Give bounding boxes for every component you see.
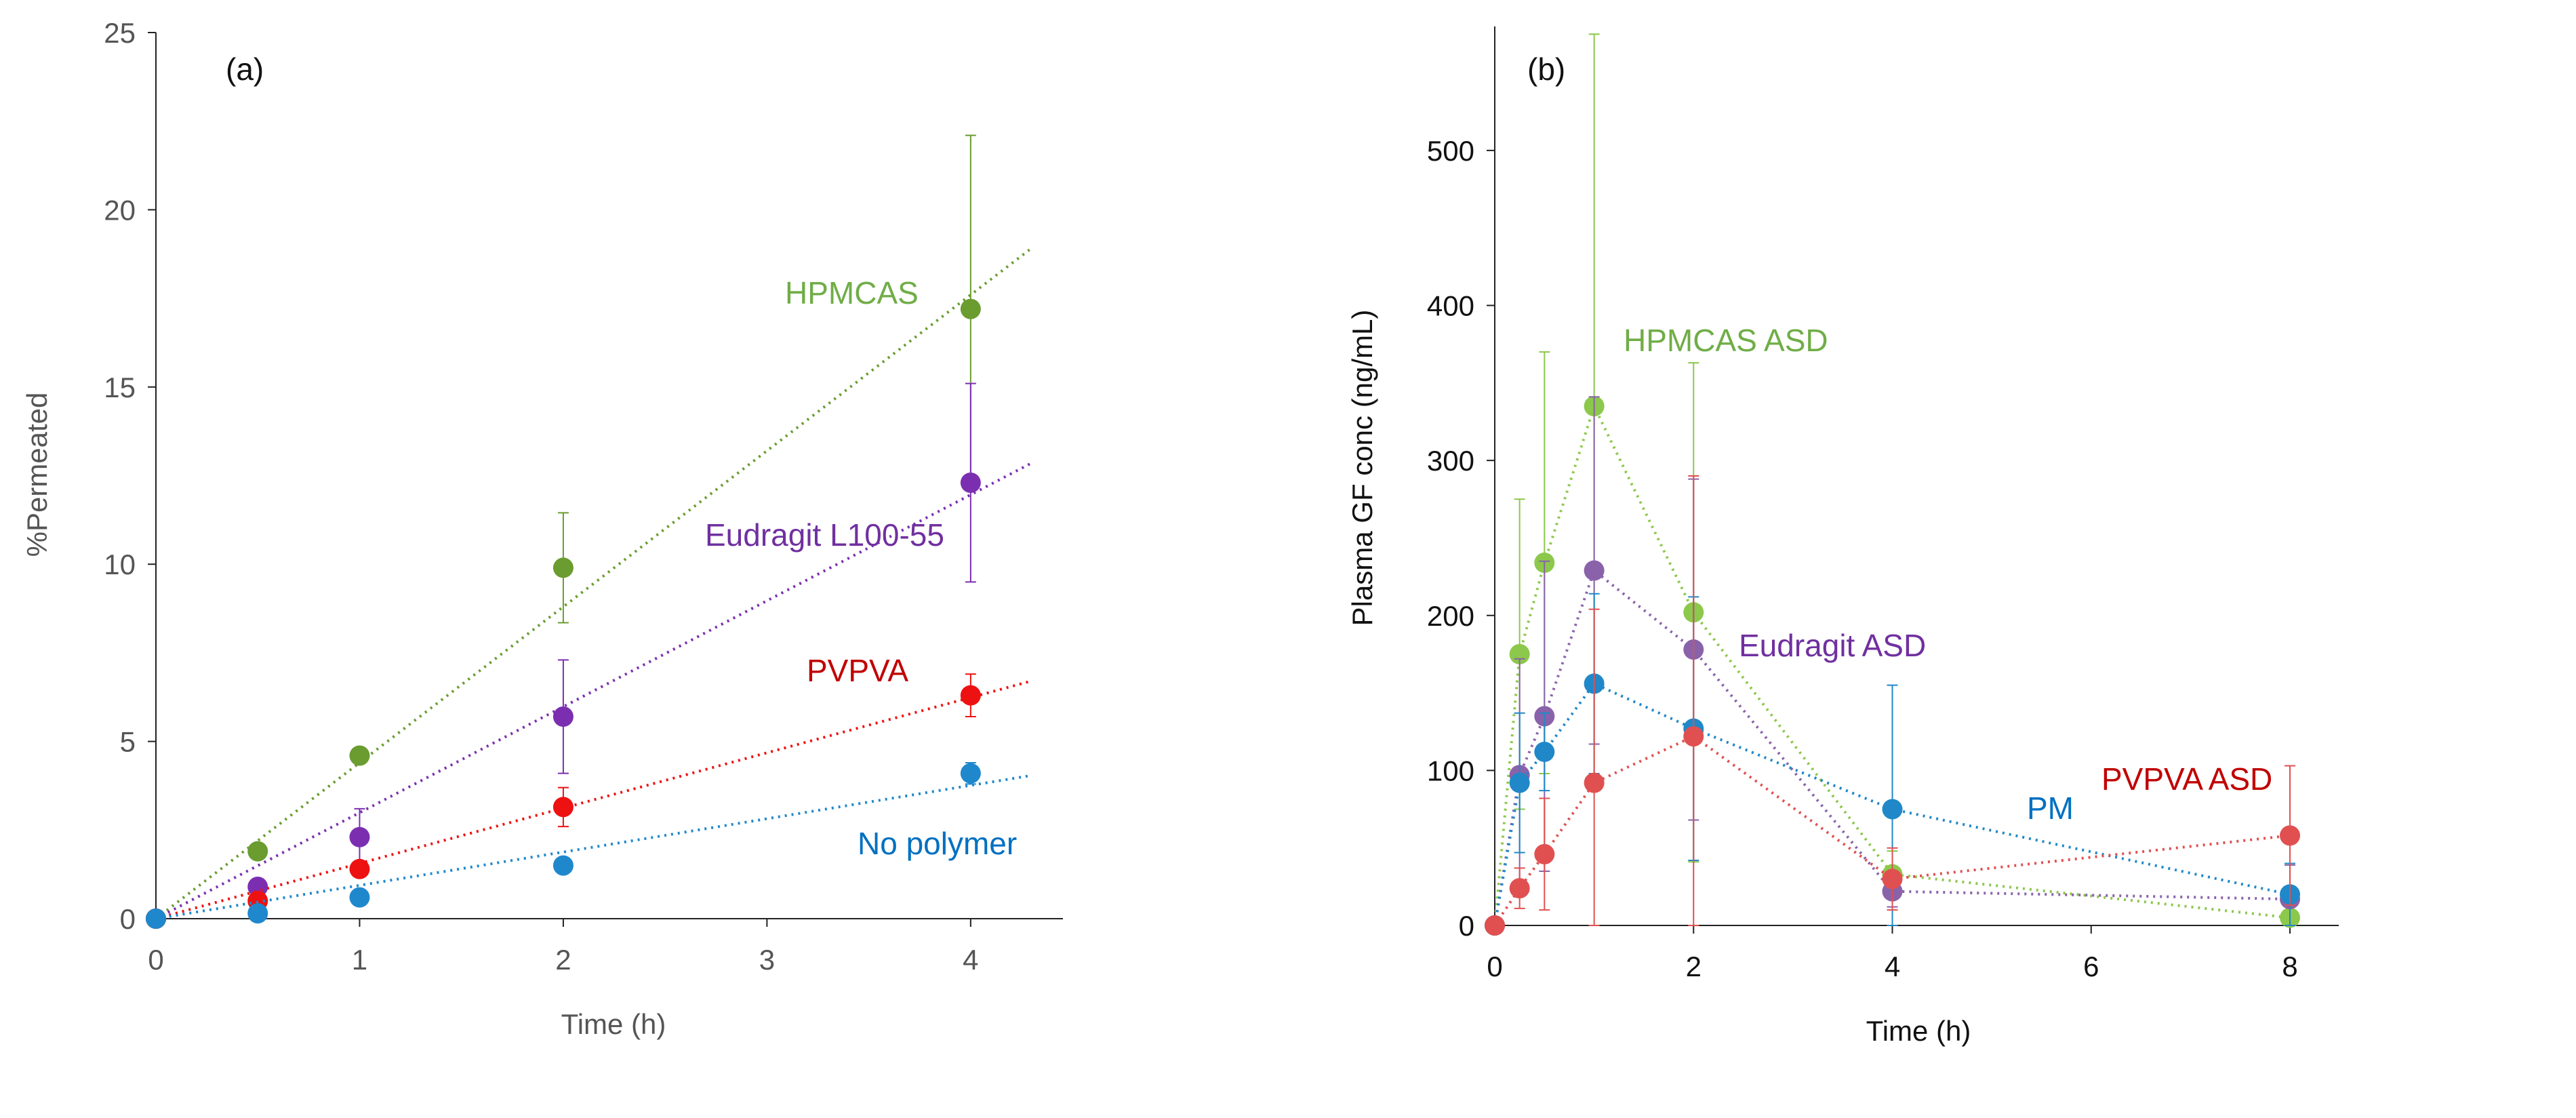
y-tick-label: 400	[1427, 290, 1474, 322]
data-point	[1882, 799, 1903, 820]
x-tick-label: 2	[555, 944, 571, 976]
y-tick-label: 15	[104, 372, 136, 403]
trendline	[155, 679, 1032, 920]
y-tick-label: 10	[104, 548, 136, 580]
data-point	[349, 858, 370, 879]
x-tick-label: 3	[759, 944, 775, 976]
series-pvpva: PVPVA	[146, 653, 1032, 929]
data-point	[960, 472, 981, 493]
data-point	[1584, 772, 1605, 793]
data-point	[349, 887, 370, 908]
panel-label: (b)	[1527, 52, 1565, 87]
y-axis-title: %Permeated	[21, 393, 53, 557]
y-tick-label: 0	[120, 903, 136, 935]
data-point	[247, 841, 268, 862]
data-point	[552, 797, 573, 818]
data-point	[349, 745, 370, 766]
series-no-polymer: No polymer	[146, 761, 1032, 929]
data-point	[1509, 772, 1530, 793]
panel-a: 0 5 10 15 20 25 0 1 2 3 4 Time (h) %Permeated (a) HPMC…	[21, 17, 1063, 1040]
x-tick-label: 6	[2083, 951, 2099, 982]
y-tick-label: 20	[104, 194, 136, 226]
data-point	[552, 855, 573, 876]
panel-b: 0 100 200 300 400 500 0 2 4 6 8 Time (h) Plasma GF c…	[1346, 26, 2339, 1047]
series-label: HPMCAS	[785, 275, 919, 311]
series-label: HPMCAS ASD	[1624, 323, 1828, 358]
data-point	[247, 903, 268, 924]
y-axis-title: Plasma GF conc (ng/mL)	[1346, 310, 1378, 626]
y-tick-label: 25	[104, 17, 136, 49]
trendline	[155, 774, 1032, 920]
series-label: PM	[2027, 791, 2074, 826]
data-point	[247, 876, 268, 897]
series-label: Eudragit ASD	[1739, 628, 1926, 663]
data-point	[1534, 843, 1555, 864]
x-tick-label: 8	[2282, 951, 2297, 982]
series-label: PVPVA ASD	[2101, 761, 2272, 797]
data-point	[960, 298, 981, 319]
data-point	[1534, 741, 1555, 762]
panel-label: (a)	[226, 52, 264, 87]
data-point	[960, 763, 981, 784]
y-tick-label: 500	[1427, 135, 1474, 167]
data-point	[1882, 869, 1903, 890]
series-label: Eudragit L100-55	[705, 517, 944, 553]
data-point	[1683, 726, 1704, 747]
series-pvpva-asd: PVPVA ASD	[1485, 475, 2301, 936]
data-point	[552, 557, 573, 578]
data-point	[552, 706, 573, 727]
trendline	[155, 462, 1032, 920]
data-point	[1485, 915, 1505, 936]
y-tick-label: 200	[1427, 600, 1474, 632]
data-point	[146, 909, 166, 929]
y-tick-label: 300	[1427, 445, 1474, 477]
data-point	[2280, 825, 2301, 846]
x-axis-title: Time (h)	[1866, 1015, 1971, 1047]
x-tick-label: 4	[1885, 951, 1900, 982]
data-point	[960, 685, 981, 706]
y-tick-label: 5	[120, 726, 136, 758]
data-point	[1584, 560, 1605, 581]
data-point	[349, 826, 370, 847]
x-tick-label: 4	[963, 944, 978, 976]
data-point	[1509, 878, 1530, 899]
x-tick-label: 1	[352, 944, 367, 976]
x-tick-label: 0	[1487, 951, 1502, 982]
trendline	[155, 247, 1033, 920]
series-label: PVPVA	[807, 653, 908, 688]
x-tick-label: 2	[1686, 951, 1702, 982]
y-tick-label: 100	[1427, 755, 1474, 786]
series-label: No polymer	[858, 826, 1017, 861]
x-axis-title: Time (h)	[561, 1008, 666, 1040]
x-tick-label: 0	[148, 944, 163, 976]
y-tick-label: 0	[1459, 910, 1474, 942]
